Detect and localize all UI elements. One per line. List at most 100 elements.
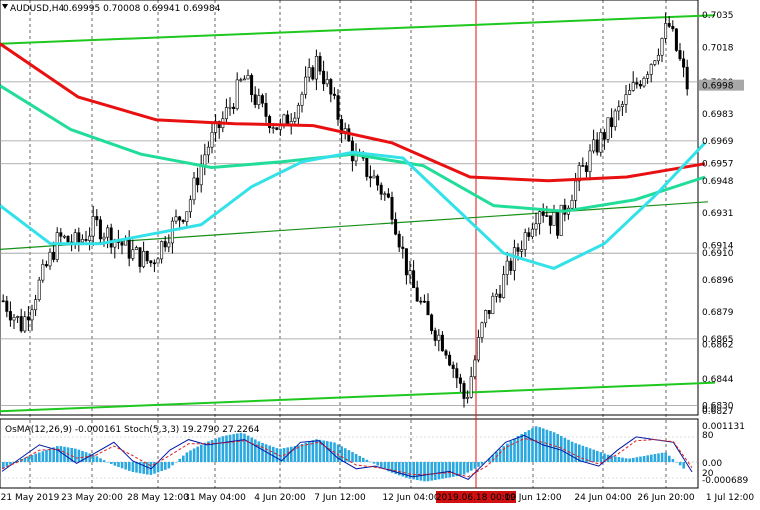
osma-bar bbox=[617, 457, 621, 462]
osma-bar bbox=[221, 436, 225, 462]
osma-label: OsMA(12,26,9) -0.000161 bbox=[5, 425, 121, 435]
osma-bar bbox=[358, 455, 361, 462]
osma-bar bbox=[88, 453, 91, 462]
time-tick-label: 21 May 2019 bbox=[1, 493, 60, 503]
osma-bar bbox=[470, 462, 473, 471]
osma-bar bbox=[578, 444, 581, 462]
osma-bar bbox=[279, 448, 282, 462]
candle-body bbox=[642, 78, 646, 87]
price-tick-label: 0.6879 bbox=[702, 308, 734, 318]
osma-bar bbox=[304, 442, 307, 462]
osma-bar bbox=[56, 446, 59, 462]
osma-bar bbox=[41, 451, 45, 462]
osma-bar bbox=[66, 447, 70, 462]
candle-body bbox=[487, 310, 491, 315]
candle-body bbox=[649, 64, 653, 75]
osma-bar bbox=[239, 432, 243, 462]
candle-body bbox=[264, 102, 268, 117]
collapse-arrow-icon[interactable] bbox=[2, 4, 8, 9]
candle-body bbox=[610, 117, 614, 128]
osma-bar bbox=[138, 462, 142, 474]
indicator-tick-label: 0.001131 bbox=[702, 422, 745, 432]
osma-bar bbox=[405, 462, 408, 478]
osma-bar bbox=[430, 462, 433, 481]
osma-stoch-indicator bbox=[0, 426, 698, 482]
candle-body bbox=[530, 228, 534, 237]
candle-body bbox=[660, 38, 664, 56]
candle-body bbox=[570, 199, 574, 209]
candle-body bbox=[325, 79, 329, 85]
candle-body bbox=[286, 114, 290, 126]
grid-lines bbox=[0, 0, 698, 488]
osma-bar bbox=[380, 462, 383, 468]
candle-body bbox=[538, 211, 542, 225]
channel-upper bbox=[0, 14, 716, 45]
candle-body bbox=[44, 264, 48, 267]
candle-body bbox=[12, 316, 16, 321]
candle-body bbox=[62, 235, 66, 238]
candle-body bbox=[77, 232, 81, 243]
candle-body bbox=[120, 242, 124, 246]
osma-bar bbox=[315, 439, 318, 462]
osma-bar bbox=[635, 457, 639, 462]
candle-body bbox=[401, 246, 405, 249]
osma-bar bbox=[326, 441, 329, 462]
price-tick-label: 0.6844 bbox=[702, 375, 734, 385]
candle-body bbox=[527, 232, 531, 237]
symbol-title: AUDUSD,H4 bbox=[10, 4, 65, 14]
indicator-tick-label: 0.00 bbox=[702, 459, 722, 469]
osma-bar bbox=[668, 455, 671, 462]
candle-body bbox=[422, 300, 426, 303]
candle-body bbox=[484, 310, 488, 324]
price-tick-label: 0.6896 bbox=[702, 276, 734, 286]
osma-bar bbox=[387, 462, 390, 472]
candle-body bbox=[480, 322, 484, 338]
candle-body bbox=[379, 184, 383, 195]
osma-bar bbox=[628, 458, 631, 462]
candle-body bbox=[192, 177, 196, 201]
candle-body bbox=[1, 300, 5, 303]
candle-body bbox=[541, 211, 545, 216]
candle-body bbox=[5, 300, 9, 312]
candle-body bbox=[167, 242, 171, 248]
osma-bar bbox=[236, 433, 239, 462]
candle-body bbox=[667, 23, 671, 27]
osma-bar bbox=[441, 462, 444, 479]
osma-bar bbox=[444, 462, 448, 479]
candle-body bbox=[376, 175, 380, 186]
osma-bar bbox=[419, 462, 423, 481]
osma-bar bbox=[664, 452, 667, 462]
osma-bar bbox=[408, 462, 412, 479]
current-price-badge bbox=[699, 79, 744, 91]
osma-bar bbox=[182, 455, 185, 462]
osma-bar bbox=[120, 462, 124, 469]
candle-body bbox=[408, 270, 412, 276]
candle-body bbox=[462, 383, 466, 399]
candle-body bbox=[444, 350, 448, 356]
candle-body bbox=[84, 239, 88, 241]
candle-body bbox=[631, 82, 635, 91]
candle-body bbox=[34, 299, 38, 311]
candle-body bbox=[102, 236, 106, 240]
osma-bar bbox=[513, 438, 516, 462]
osma-bar bbox=[5, 462, 9, 467]
candle-body bbox=[134, 247, 138, 250]
osma-bar bbox=[228, 434, 232, 462]
candle-body bbox=[296, 105, 300, 119]
osma-bar bbox=[678, 462, 682, 466]
osma-bar bbox=[556, 434, 559, 462]
main-panel-frame bbox=[0, 0, 699, 416]
candle-body bbox=[55, 232, 59, 260]
osma-bar bbox=[261, 442, 264, 462]
osma-bar bbox=[99, 458, 102, 462]
osma-bar bbox=[354, 454, 358, 462]
candle-body bbox=[664, 23, 668, 39]
candle-body bbox=[455, 368, 459, 379]
osma-bar bbox=[423, 462, 426, 482]
osma-bar bbox=[340, 446, 343, 462]
osma-bar bbox=[660, 452, 664, 462]
candle-body bbox=[494, 293, 498, 297]
candle-body bbox=[268, 116, 272, 129]
